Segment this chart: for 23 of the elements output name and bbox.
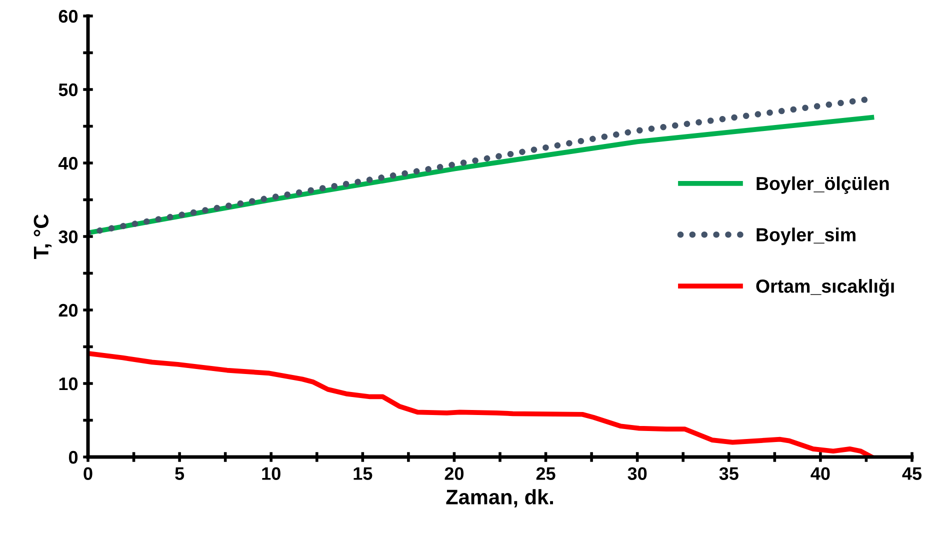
- x-tick-label: 45: [902, 467, 922, 480]
- x-tick-label: 20: [444, 467, 464, 480]
- y-tick-label: 40: [58, 156, 78, 170]
- x-tick-label: 35: [719, 467, 738, 480]
- y-tick-label: 50: [58, 83, 78, 96]
- y-tick-label: 10: [59, 377, 78, 390]
- x-tick-label: 15: [354, 467, 372, 480]
- x-tick-label: 25: [536, 467, 556, 480]
- y-tick-label: 60: [58, 10, 78, 23]
- x-tick-label: 40: [810, 467, 830, 480]
- x-tick-label: 10: [262, 467, 280, 480]
- x-axis-title: Zaman, dk.: [446, 489, 553, 508]
- y-tick-label: 0: [68, 450, 78, 464]
- x-tick-label: 5: [175, 467, 184, 480]
- x-tick-label: 0: [84, 467, 92, 480]
- y-tick-label: 20: [58, 304, 78, 317]
- line-series: [88, 350, 874, 457]
- legend-label: Boyler_ölçülen: [756, 176, 889, 194]
- y-axis-title: T, °C: [34, 214, 52, 259]
- x-tick-label: 30: [628, 467, 647, 480]
- legend-label: Boyler_sim: [756, 228, 856, 246]
- legend-label: Ortam_sıcaklığı: [756, 278, 894, 297]
- y-tick-label: 30: [58, 230, 78, 244]
